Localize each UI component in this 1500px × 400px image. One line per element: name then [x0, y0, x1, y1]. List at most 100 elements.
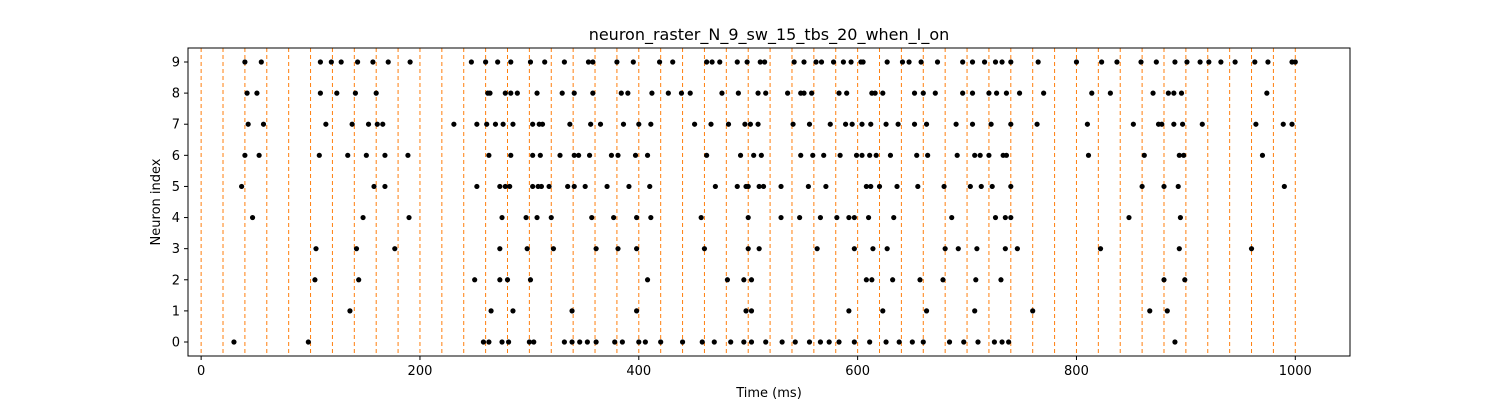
spike-point	[1089, 90, 1095, 96]
spike-point	[884, 246, 890, 252]
spike-point	[636, 339, 642, 345]
spike-point	[785, 90, 791, 96]
spike-point	[743, 308, 749, 314]
spike-point	[323, 121, 329, 127]
spike-point	[634, 214, 640, 221]
spike-point	[245, 121, 251, 127]
spike-point	[955, 246, 961, 252]
spike-point	[530, 152, 536, 158]
spike-point	[497, 246, 503, 252]
spike-point	[992, 59, 999, 65]
spike-point	[872, 90, 878, 96]
spike-point	[334, 90, 340, 96]
spike-point	[472, 277, 478, 283]
y-tick-label: 0	[172, 336, 180, 351]
spike-point	[870, 246, 876, 252]
spike-point	[806, 121, 813, 127]
spike-point	[883, 121, 889, 127]
spike-point	[1281, 183, 1287, 190]
spike-point	[526, 339, 532, 345]
spike-point	[1126, 214, 1132, 221]
spike-point	[915, 183, 921, 190]
spike-point	[747, 121, 753, 127]
spike-point	[823, 183, 829, 190]
spike-point	[338, 59, 344, 65]
spike-point	[1130, 121, 1136, 127]
y-tick-label: 3	[172, 242, 180, 257]
spike-point	[999, 339, 1005, 345]
spike-point	[757, 59, 763, 65]
spike-point	[1182, 277, 1188, 283]
spike-point	[748, 308, 755, 314]
spike-point	[836, 339, 842, 345]
spike-point	[649, 90, 655, 96]
spike-point	[691, 121, 698, 127]
spike-point	[679, 339, 686, 345]
spike-point	[942, 246, 948, 252]
spike-point	[918, 59, 924, 65]
spike-point	[561, 339, 567, 345]
spike-point	[313, 246, 319, 252]
spike-point	[1034, 121, 1040, 127]
spike-point	[868, 183, 874, 190]
spike-point	[373, 90, 379, 96]
x-tick-label: 200	[408, 364, 433, 379]
spike-point	[486, 339, 492, 345]
spike-point	[751, 152, 757, 158]
spike-point	[380, 121, 386, 127]
spike-point	[648, 121, 654, 127]
spike-point	[1164, 308, 1170, 314]
y-tick-label: 1	[172, 304, 180, 319]
spike-point	[863, 183, 869, 190]
spike-point	[392, 246, 398, 252]
spike-point	[844, 90, 850, 96]
spike-point	[779, 339, 785, 345]
spike-point	[999, 59, 1005, 65]
spike-point	[1172, 339, 1178, 345]
spike-point	[734, 183, 740, 190]
spike-point	[698, 214, 704, 221]
spike-point	[704, 152, 710, 158]
x-tick-label: 1000	[1279, 364, 1312, 379]
spike-point	[615, 246, 621, 252]
spike-point	[704, 59, 710, 65]
y-tick-label: 6	[172, 149, 180, 164]
spike-point	[569, 308, 575, 314]
spike-point	[524, 246, 530, 252]
spike-point	[954, 152, 960, 158]
spike-point	[805, 183, 811, 190]
spike-point	[582, 183, 588, 190]
spike-point	[1003, 152, 1010, 158]
spike-point	[371, 183, 377, 190]
spike-point	[1165, 90, 1171, 96]
spike-point	[701, 246, 708, 252]
spike-point	[810, 152, 816, 158]
spike-point	[981, 59, 988, 65]
spike-point	[619, 339, 625, 345]
spike-point	[495, 59, 501, 65]
spike-point	[737, 152, 744, 158]
spike-point	[249, 214, 256, 221]
spike-point	[763, 90, 769, 96]
spike-point	[818, 59, 825, 65]
y-axis: 0 1 2 3 4 5 6 7 8 9	[172, 56, 188, 351]
spike-point	[940, 277, 946, 283]
spike-point	[615, 152, 621, 158]
spike-point	[360, 214, 366, 221]
spike-point	[374, 121, 380, 127]
spike-point	[973, 277, 979, 283]
spike-point	[634, 246, 640, 252]
spike-point	[848, 59, 854, 65]
spike-point	[949, 214, 955, 221]
spike-point	[827, 121, 833, 127]
spike-point	[363, 152, 369, 158]
spike-point	[826, 339, 832, 345]
spike-point	[530, 183, 536, 190]
spike-point	[1248, 246, 1255, 252]
spike-point	[798, 152, 804, 158]
y-tick-label: 5	[172, 180, 180, 195]
spike-point	[1179, 121, 1186, 127]
spike-point	[611, 214, 617, 221]
spike-point	[488, 308, 494, 314]
spike-point	[571, 152, 577, 158]
